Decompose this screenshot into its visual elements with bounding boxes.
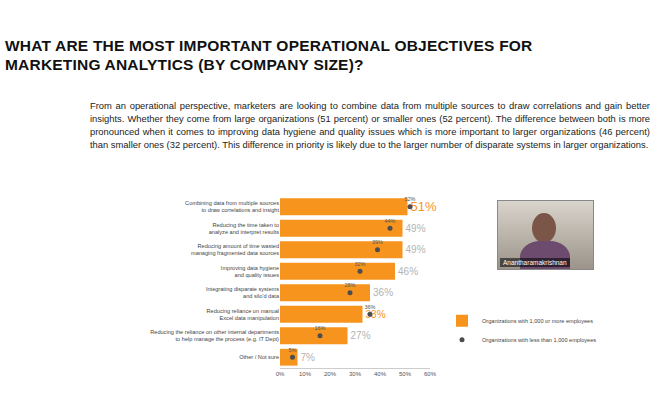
svg-text:36%: 36%: [373, 287, 393, 298]
svg-text:Reducing the reliance on other: Reducing the reliance on other internal …: [150, 329, 279, 342]
svg-text:28%: 28%: [344, 282, 355, 288]
svg-text:49%: 49%: [406, 223, 426, 234]
svg-text:49%: 49%: [406, 244, 426, 255]
svg-text:20%: 20%: [324, 371, 337, 377]
svg-text:33%: 33%: [366, 309, 386, 320]
svg-text:36%: 36%: [364, 304, 375, 310]
svg-text:44%: 44%: [384, 218, 395, 224]
svg-text:46%: 46%: [398, 266, 418, 277]
svg-text:27%: 27%: [351, 330, 371, 341]
svg-text:Reducing reliance on manualExc: Reducing reliance on manualExcel data ma…: [207, 308, 279, 321]
svg-text:Integrating disparate systemsa: Integrating disparate systemsand silo'd …: [206, 286, 280, 299]
svg-text:30%: 30%: [349, 371, 362, 377]
svg-text:39%: 39%: [372, 239, 383, 245]
svg-text:5%: 5%: [289, 347, 297, 353]
svg-text:Reducing the time taken toanal: Reducing the time taken toanalyze and in…: [209, 222, 279, 235]
html-text:WHAT ARE THE MOST IMPORTANT OP: WHAT ARE THE MOST IMPORTANT OPERATIONAL …: [5, 37, 533, 73]
svg-text:50%: 50%: [399, 371, 412, 377]
svg-text:Other / Not sure: Other / Not sure: [239, 354, 279, 360]
svg-text:Reducing amount of time wasted: Reducing amount of time wastedmanaging f…: [191, 243, 279, 256]
svg-text:60%: 60%: [424, 371, 437, 377]
svg-text:32%: 32%: [354, 261, 365, 267]
svg-text:16%: 16%: [314, 325, 325, 331]
html-text:From an operational perspectiv: From an operational perspective, markete…: [90, 100, 650, 150]
svg-text:40%: 40%: [374, 371, 387, 377]
svg-text:Organizations with 1,000 or mo: Organizations with 1,000 or more employe…: [482, 318, 593, 324]
svg-text:Combining data from multiple s: Combining data from multiple sourcesto d…: [185, 200, 279, 213]
svg-text:10%: 10%: [299, 371, 312, 377]
svg-text:0%: 0%: [276, 371, 285, 377]
svg-text:Improving data hygieneand qual: Improving data hygieneand quality issues: [221, 265, 279, 278]
svg-text:51%: 51%: [411, 199, 437, 214]
html-text:Anantharamakrishnan: Anantharamakrishnan: [503, 259, 567, 266]
svg-text:7%: 7%: [301, 352, 316, 363]
svg-text:52%: 52%: [404, 196, 415, 202]
svg-text:Organizations with less than 1: Organizations with less than 1,000 emplo…: [482, 337, 596, 343]
